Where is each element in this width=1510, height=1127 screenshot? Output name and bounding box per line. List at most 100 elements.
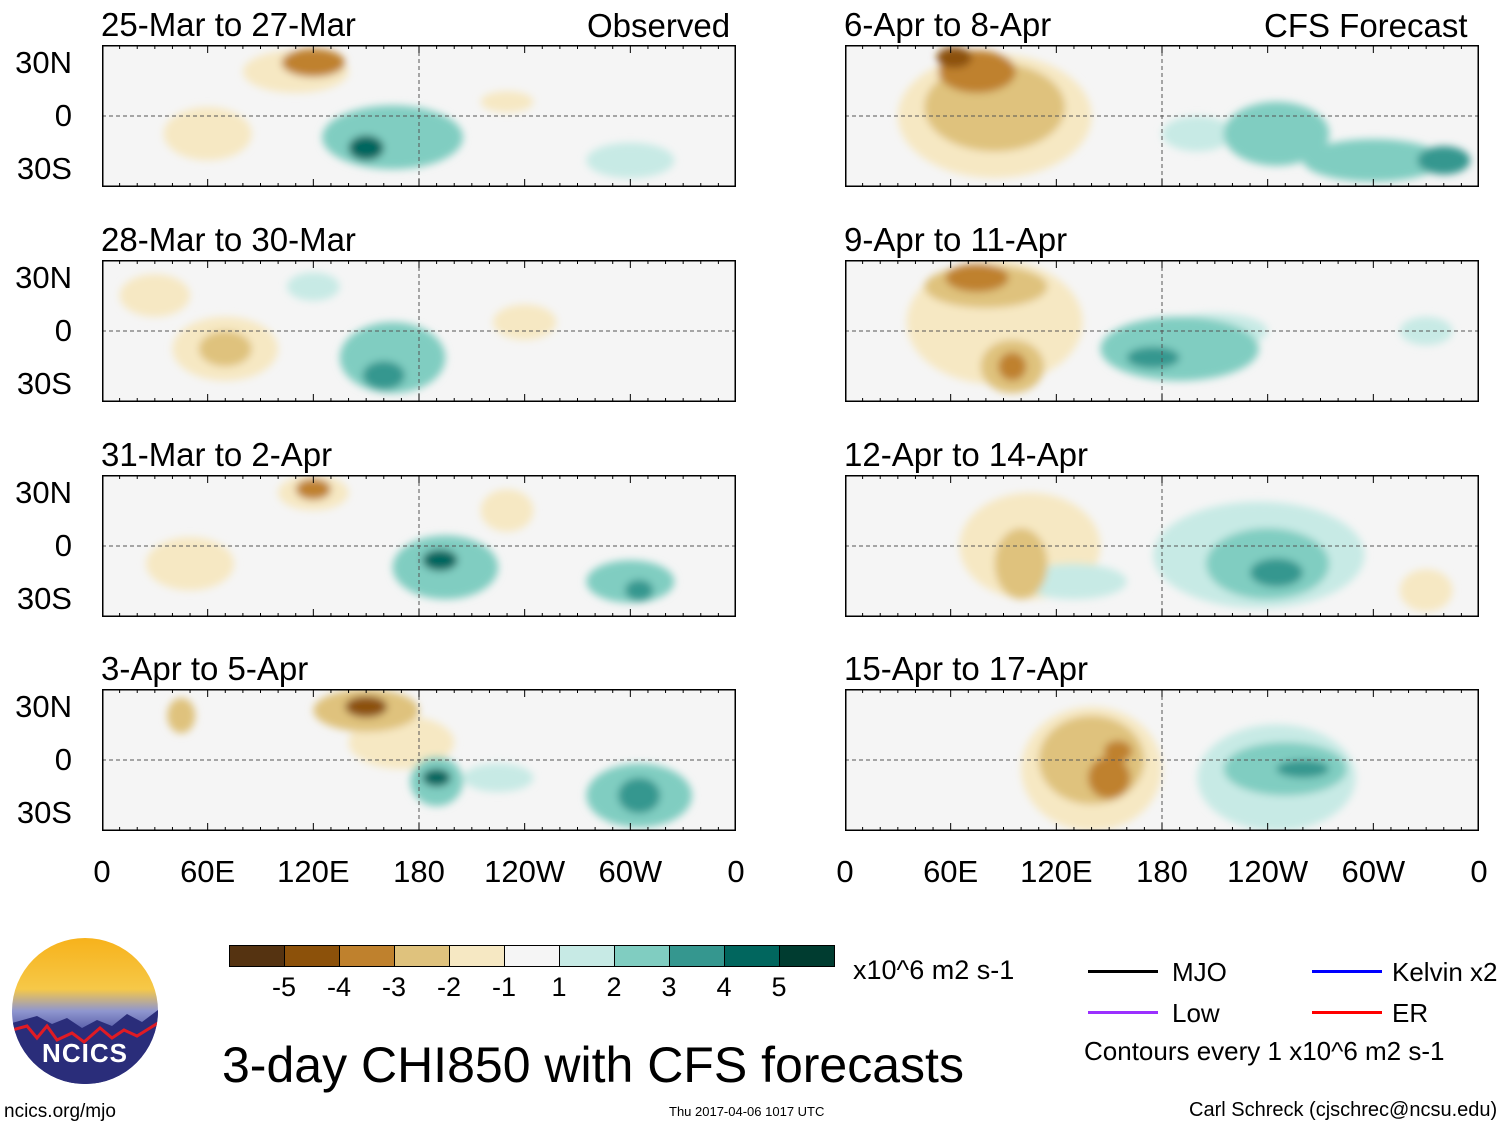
colorbar-label: -3 <box>381 972 407 1002</box>
panel-frame <box>102 475 736 617</box>
lat-label: 30N <box>15 474 72 510</box>
legend-line-mjo <box>1088 970 1158 973</box>
anomaly-region <box>1103 740 1133 762</box>
colorbar-swatch <box>229 945 285 967</box>
lon-label: 60E <box>923 854 979 889</box>
anomaly-region <box>480 489 534 532</box>
map-panel <box>102 689 736 831</box>
anomaly-region <box>1399 569 1453 612</box>
legend-line-low <box>1088 1011 1158 1014</box>
lon-label: 0 <box>836 854 854 889</box>
anomaly-region <box>480 91 534 113</box>
logo-text: NCICS <box>42 1038 128 1068</box>
colorbar-label: -4 <box>326 972 352 1002</box>
lat-label: 0 <box>54 528 72 563</box>
anomaly-region <box>463 763 534 792</box>
anomaly-region <box>119 274 191 317</box>
panel-frame <box>102 45 736 187</box>
panel-title: 25-Mar to 27-Mar <box>101 6 356 43</box>
colorbar-label: -1 <box>491 972 517 1002</box>
colorbar-label: 3 <box>661 972 677 1002</box>
anomaly-region <box>1100 316 1259 381</box>
colorbar-label: 1 <box>551 972 567 1002</box>
legend-line-kelvin <box>1312 970 1382 973</box>
panel-title: 6-Apr to 8-Apr <box>844 6 1052 43</box>
anomaly-region <box>345 696 388 718</box>
anomaly-region <box>1162 116 1233 152</box>
ncics-logo: NCICS <box>12 938 158 1084</box>
panel-title: 9-Apr to 11-Apr <box>844 221 1068 258</box>
colorbar-swatch <box>614 945 670 967</box>
panel-title: 12-Apr to 14-Apr <box>844 436 1088 473</box>
lat-label: 30S <box>16 795 72 831</box>
panel-title: 28-Mar to 30-Mar <box>101 221 356 258</box>
anomaly-region <box>422 768 451 787</box>
legend-label: ER <box>1392 998 1429 1028</box>
anomaly-region <box>1021 563 1127 600</box>
anomaly-region <box>492 304 557 340</box>
timestamp: Thu 2017-04-06 1017 UTC <box>669 1104 825 1119</box>
lon-label: 0 <box>1470 854 1488 889</box>
anomaly-region <box>625 579 654 602</box>
lon-label: 180 <box>393 854 445 889</box>
anomaly-region <box>1088 756 1131 800</box>
lon-label: 60W <box>598 854 663 889</box>
lon-label: 120E <box>277 854 350 889</box>
anomaly-region <box>281 48 346 77</box>
lat-label: 0 <box>54 742 72 777</box>
anomaly-region <box>163 107 252 161</box>
colorbar-label: -2 <box>436 972 462 1002</box>
anomaly-region <box>348 135 384 161</box>
author-credit: Carl Schreck (cjschrec@ncsu.edu) <box>1189 1099 1498 1121</box>
map-panel <box>845 260 1479 402</box>
legend-label: Kelvin x2 <box>1392 957 1498 987</box>
source-url[interactable]: ncics.org/mjo <box>4 1101 116 1122</box>
anomaly-region <box>936 46 972 69</box>
colorbar-swatch <box>669 945 725 967</box>
map-panel <box>845 475 1479 617</box>
lat-label: 30N <box>15 259 72 295</box>
colorbar-swatch <box>504 945 560 967</box>
colorbar-swatch <box>559 945 615 967</box>
anomaly-region <box>998 352 1027 381</box>
lat-label: 30S <box>16 151 72 187</box>
anomaly-region <box>362 361 405 390</box>
lat-label: 30S <box>16 581 72 617</box>
colorbar-label: 2 <box>606 972 622 1002</box>
colorbar-label: 4 <box>716 972 732 1002</box>
colorbar-label: 5 <box>771 972 787 1002</box>
anomaly-region <box>1223 101 1330 166</box>
panel-title: 15-Apr to 17-Apr <box>844 650 1088 687</box>
lon-label: 60W <box>1341 854 1406 889</box>
map-panel <box>845 45 1479 187</box>
colorbar-swatch <box>394 945 450 967</box>
anomaly-region <box>945 263 1009 292</box>
panel-frame <box>845 45 1479 187</box>
map-panel <box>102 475 736 617</box>
anomaly-region <box>422 549 458 571</box>
anomaly-region <box>1302 139 1444 182</box>
forecast-label: CFS Forecast <box>1264 7 1468 44</box>
lat-label: 30N <box>15 44 72 80</box>
lon-label: 120E <box>1020 854 1093 889</box>
map-panel <box>845 689 1479 831</box>
panel-frame <box>102 689 736 831</box>
anomaly-region <box>1276 760 1330 778</box>
lon-label: 180 <box>1136 854 1188 889</box>
anomaly-region <box>1250 558 1303 587</box>
panel-frame <box>845 475 1479 617</box>
colorbar-swatch <box>339 945 395 967</box>
lon-label: 0 <box>93 854 111 889</box>
anomaly-region <box>146 537 235 591</box>
panel-frame <box>102 260 736 402</box>
observed-label: Observed <box>587 7 731 44</box>
panel-title: 3-Apr to 5-Apr <box>101 650 309 687</box>
colorbar-swatch <box>779 945 835 967</box>
anomaly-region <box>586 142 675 179</box>
legend-label: Low <box>1172 998 1220 1028</box>
lon-label: 120W <box>1227 854 1309 889</box>
anomaly-region <box>295 478 331 500</box>
contour-note: Contours every 1 x10^6 m2 s-1 <box>1084 1036 1445 1066</box>
lat-label: 30S <box>16 366 72 402</box>
